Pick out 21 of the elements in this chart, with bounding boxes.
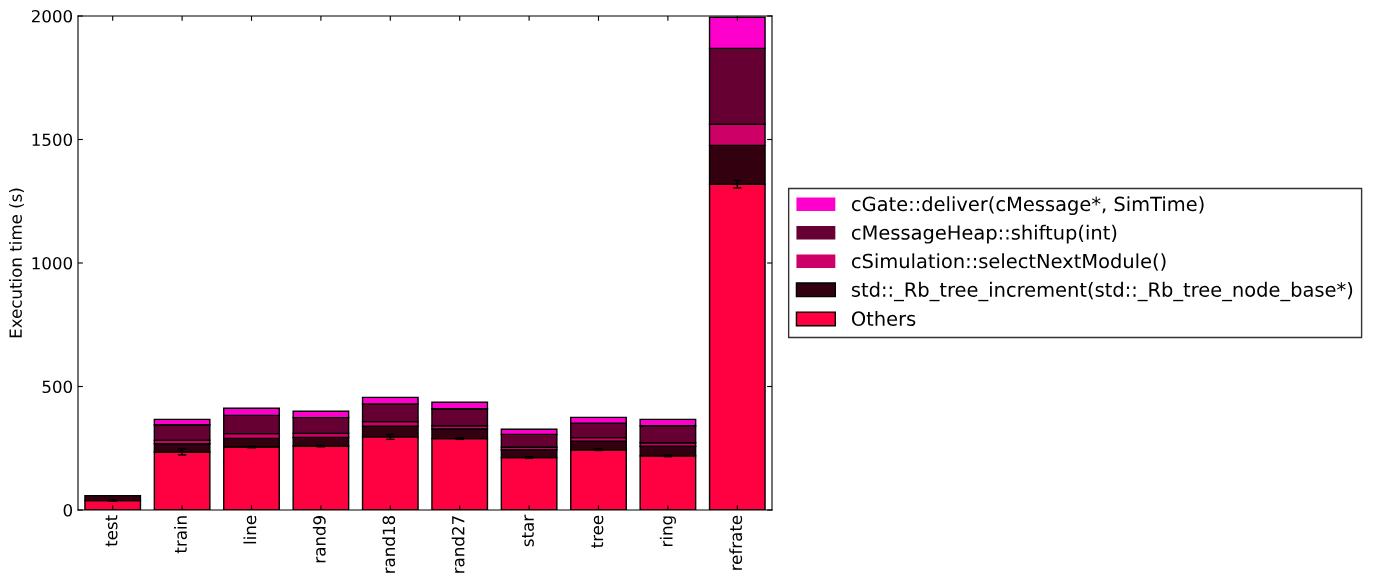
x-tick-label: test [105,515,118,547]
x-tick-label: line [243,515,257,544]
x-tick-label: rand9 [312,516,326,563]
legend-label: cMessageHeap::shiftup(int) [851,224,1117,244]
x-tick-label: star [522,514,534,547]
x-tick-label: rand27 [451,516,465,573]
x-tick-label: rand18 [382,516,396,573]
y-tick-label: 2000 [31,9,73,23]
legend-label: cSimulation::selectNextModule() [851,253,1166,271]
x-tick-label: train [174,516,187,554]
x-tick-label: ring [659,516,676,546]
y-tick-label: 0 [63,503,73,517]
x-tick-label: refrate [729,515,743,570]
y-tick-label: 500 [42,380,73,394]
y-tick-label: 1000 [32,256,73,270]
legend-label: Others [851,310,916,326]
legend-label: std::_Rb_tree_increment(std::_Rb_tree_node_base*) [851,281,1353,302]
x-tick-label: tree [591,515,604,548]
y-tick-label: 1500 [32,133,73,147]
y-axis-title: Execution time (s) [9,188,24,338]
legend-label: cGate::deliver(cMessage*, SimTime) [851,196,1204,216]
